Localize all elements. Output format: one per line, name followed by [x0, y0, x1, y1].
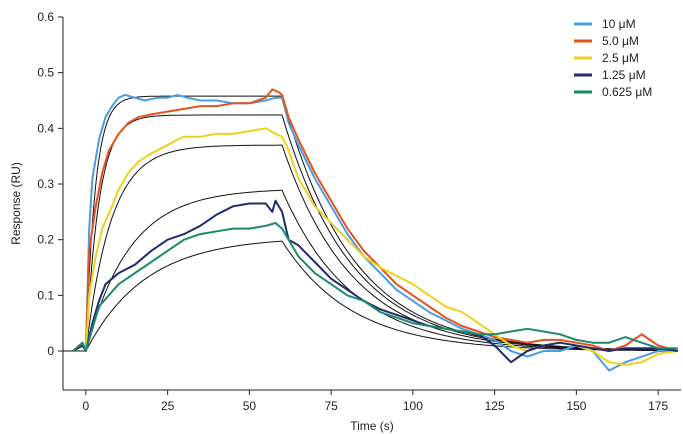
y-tick-label: 0.3	[37, 177, 54, 191]
series-line	[72, 127, 678, 366]
y-tick-label: 0	[47, 344, 54, 358]
x-tick-label: 150	[566, 399, 586, 413]
fit-curves	[63, 95, 678, 352]
y-tick-label: 0.4	[37, 121, 54, 135]
x-tick-label: 125	[485, 399, 505, 413]
legend-label: 10 μM	[602, 17, 636, 31]
x-tick-label: 75	[324, 399, 338, 413]
y-tick-label: 0.6	[37, 10, 54, 24]
x-tick-label: 50	[243, 399, 257, 413]
axes: 0 0.1 0.2 0.3 0.4 0.5 0.6 0 25 50 75 100 125 150 175	[37, 10, 681, 413]
y-tick-label: 0.5	[37, 66, 54, 80]
x-axis-label: Time (s)	[350, 419, 394, 433]
legend-label: 5.0 μM	[602, 34, 639, 48]
legend: 10 μM 5.0 μM 2.5 μM 1.25 μM 0.625 μM	[574, 17, 652, 99]
legend-label: 0.625 μM	[602, 85, 652, 99]
x-tick-label: 25	[161, 399, 175, 413]
legend-label: 2.5 μM	[602, 51, 639, 65]
series-line	[72, 199, 678, 364]
legend-label: 1.25 μM	[602, 68, 646, 82]
fit-curve	[63, 240, 678, 352]
series-line	[72, 222, 678, 352]
fit-curve	[63, 95, 678, 352]
fit-curve	[63, 189, 678, 352]
x-tick-label: 0	[83, 399, 90, 413]
series-line	[72, 88, 678, 352]
y-tick-label: 0.1	[37, 288, 54, 302]
y-axis-label: Response (RU)	[9, 162, 23, 245]
x-tick-label: 175	[648, 399, 668, 413]
y-tick-label: 0.2	[37, 233, 54, 247]
data-series	[72, 88, 678, 372]
x-tick-label: 100	[403, 399, 423, 413]
series-line	[72, 93, 678, 372]
